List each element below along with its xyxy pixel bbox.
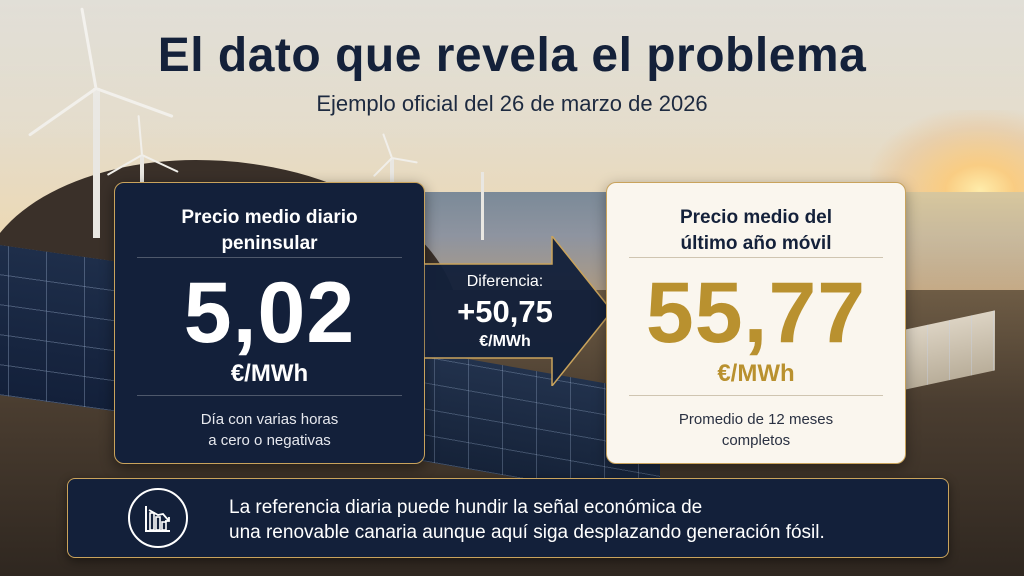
price-unit: €/MWh [230,360,309,387]
annual-price-value: 55,77 [645,265,867,361]
card-heading: Precio medio del último año móvil [679,207,833,254]
card-note: Promedio de 12 meses completos [678,411,834,449]
card-heading: Precio medio diario peninsular [181,207,358,254]
conclusion-banner: La referencia diaria puede hundir la señ… [67,478,949,558]
page-title: El dato que revela el problema [157,29,867,82]
conclusion-text: La referencia diaria puede hundir la señ… [229,497,825,543]
difference-label: Diferencia: [466,273,544,290]
divider [137,257,402,258]
divider [629,257,883,258]
daily-price-card: Precio medio diario peninsular 5,02 €/MW… [114,182,425,464]
page-subtitle: Ejemplo oficial del 26 de marzo de 2026 [316,91,708,116]
difference-value: +50,75 [457,294,553,329]
price-unit: €/MWh [717,360,795,387]
divider [629,395,883,396]
difference-arrow-icon [424,236,612,386]
annual-price-card: Precio medio del último año móvil 55,77 … [606,182,906,464]
difference-unit: €/MWh [479,333,531,350]
daily-price-value: 5,02 [183,265,356,361]
card-note: Día con varias horas a cero o negativas [200,411,339,449]
declining-bar-chart-icon [128,488,188,548]
divider [137,395,402,396]
